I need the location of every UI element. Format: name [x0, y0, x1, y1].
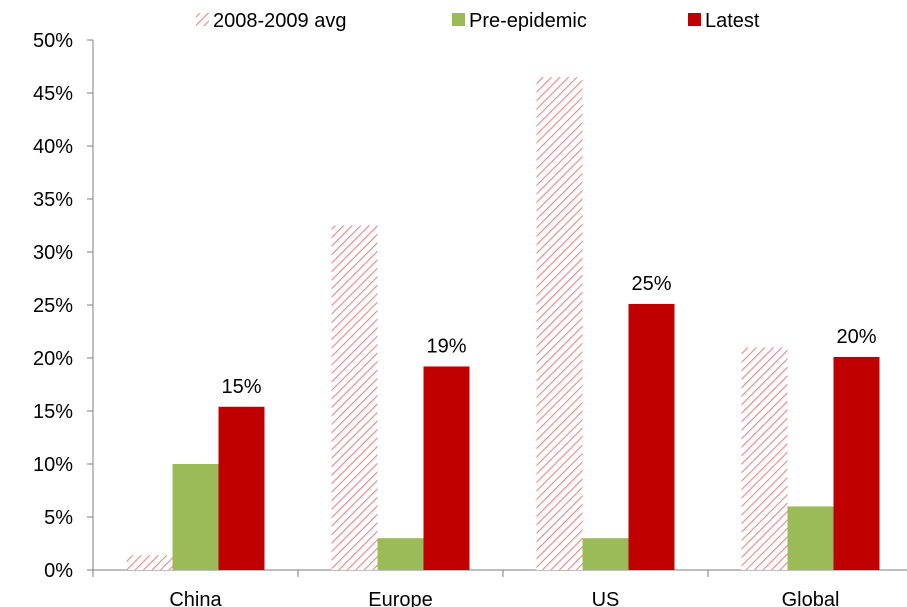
bar-latest-us [628, 303, 675, 570]
y-tick-label: 20% [33, 348, 73, 370]
x-axis: China Europe US Global [92, 569, 907, 607]
bar-latest-global [833, 356, 880, 570]
y-tick-label: 0% [44, 560, 73, 582]
bar-pre-epidemic-us [582, 538, 629, 570]
legend: 2008-2009 avg Pre-epidemic Latest [196, 10, 760, 32]
bar-pre-epidemic-china [172, 464, 219, 570]
bar-2008-2009-avg-us [536, 77, 583, 570]
bar-2008-2009-avg-europe [331, 225, 378, 570]
y-tick-label: 10% [33, 454, 73, 476]
legend-swatch [688, 13, 701, 26]
legend-label: Latest [705, 10, 760, 32]
x-tick-label: Europe [368, 589, 433, 607]
y-tick-label: 45% [33, 83, 73, 105]
data-label: 19% [426, 335, 466, 357]
bar-2008-2009-avg-china [126, 555, 173, 570]
bars [126, 77, 880, 570]
bar-2008-2009-avg-global [741, 347, 788, 570]
y-tick-label: 5% [44, 507, 73, 529]
data-labels: 15% 19% 25% 20% [221, 273, 876, 398]
data-label: 20% [836, 326, 876, 348]
legend-label: Pre-epidemic [469, 10, 587, 32]
y-tick-label: 30% [33, 242, 73, 264]
y-tick-label: 50% [33, 30, 73, 52]
x-tick-label: China [169, 589, 222, 607]
bar-latest-china [218, 406, 265, 570]
data-label: 15% [221, 376, 261, 398]
y-tick-label: 40% [33, 136, 73, 158]
data-label: 25% [631, 273, 671, 295]
x-tick-label: Global [782, 589, 840, 607]
legend-swatch [452, 13, 465, 26]
y-tick-label: 35% [33, 189, 73, 211]
legend-swatch [196, 13, 209, 26]
legend-label: 2008-2009 avg [213, 10, 346, 32]
x-tick-label: US [592, 589, 620, 607]
y-tick-label: 25% [33, 295, 73, 317]
bar-pre-epidemic-global [787, 506, 834, 570]
bar-latest-europe [423, 366, 470, 570]
y-axis: 0% 5% 10% 15% 20% 25% 30% 35% 40% 45% 50% [33, 30, 94, 582]
bar-pre-epidemic-europe [377, 538, 424, 570]
y-tick-label: 15% [33, 401, 73, 423]
